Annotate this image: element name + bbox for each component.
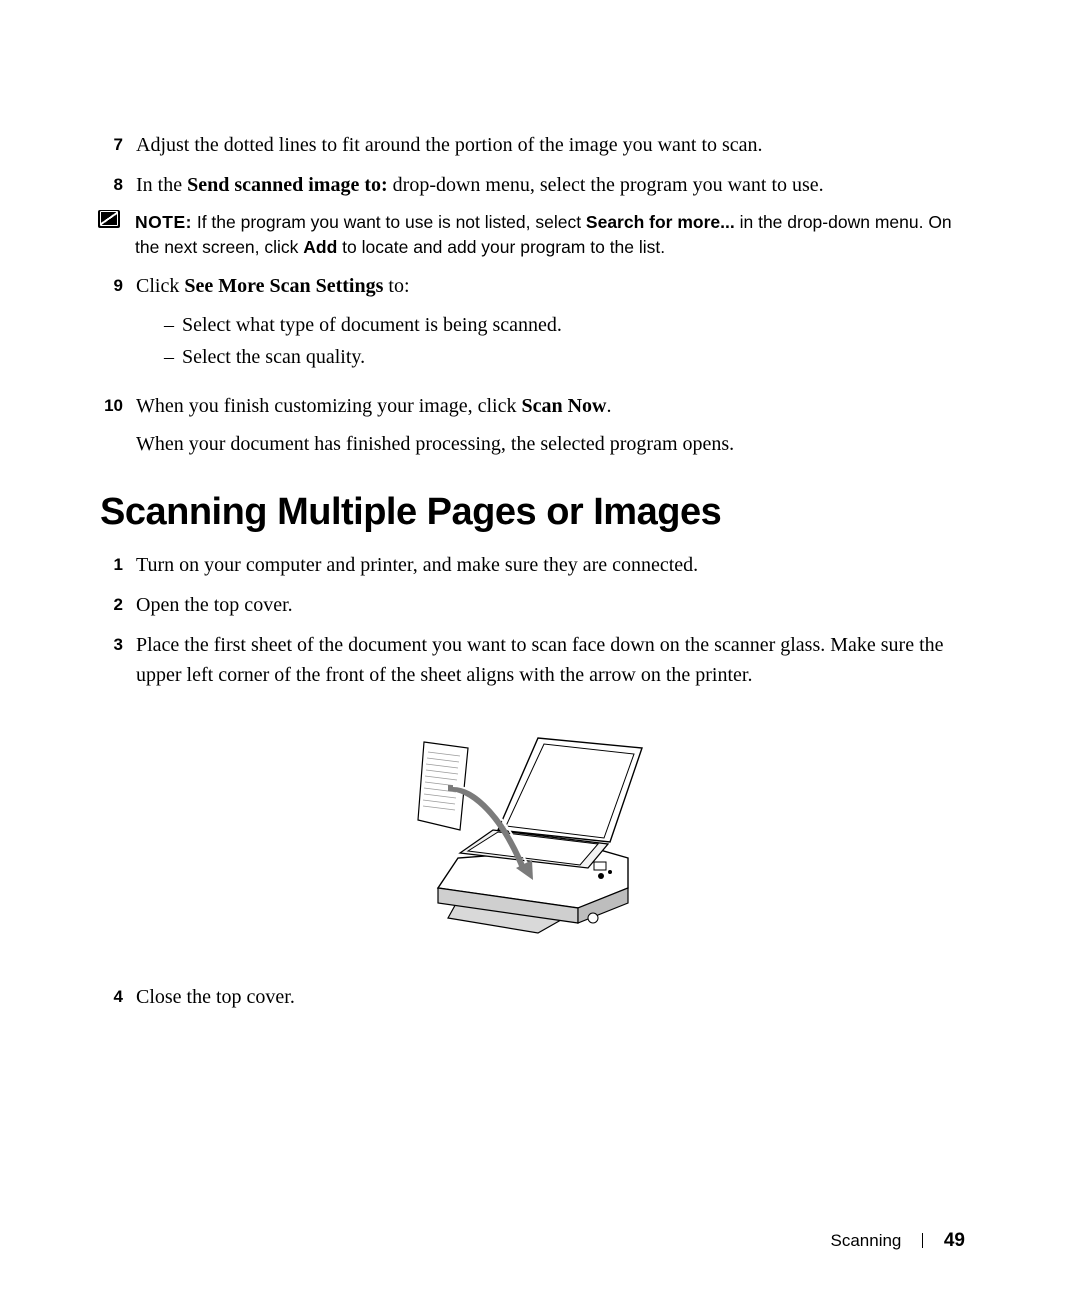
step-number: 4 <box>100 982 136 1010</box>
printer-scanner-figure <box>100 718 965 958</box>
section-heading: Scanning Multiple Pages or Images <box>100 491 965 534</box>
printer-scanner-illustration <box>398 718 668 958</box>
step-text: Close the top cover. <box>136 982 965 1012</box>
sub-item: –Select the scan quality. <box>164 341 965 373</box>
step-8: 8 In the Send scanned image to: drop-dow… <box>100 170 965 200</box>
footer-section: Scanning <box>831 1231 902 1250</box>
note-callout: NOTE: If the program you want to use is … <box>100 210 965 259</box>
step-text: Adjust the dotted lines to fit around th… <box>136 130 965 160</box>
sub-list: –Select what type of document is being s… <box>164 309 965 373</box>
step-number: 3 <box>100 630 136 658</box>
step-7: 7 Adjust the dotted lines to fit around … <box>100 130 965 160</box>
step-number: 9 <box>100 271 136 299</box>
page-footer: Scanning 49 <box>831 1230 966 1252</box>
step-text: Click See More Scan Settings to: –Select… <box>136 271 965 381</box>
step-1: 1 Turn on your computer and printer, and… <box>100 550 965 580</box>
step-4: 4 Close the top cover. <box>100 982 965 1012</box>
step-3: 3 Place the first sheet of the document … <box>100 630 965 690</box>
step-number: 2 <box>100 590 136 618</box>
note-icon <box>98 210 120 228</box>
sub-item: –Select what type of document is being s… <box>164 309 965 341</box>
footer-page-number: 49 <box>944 1230 965 1251</box>
footer-divider <box>922 1233 923 1248</box>
step-9: 9 Click See More Scan Settings to: –Sele… <box>100 271 965 381</box>
step-number: 1 <box>100 550 136 578</box>
step-extra: When your document has finished processi… <box>136 429 965 459</box>
step-2: 2 Open the top cover. <box>100 590 965 620</box>
step-text: When you finish customizing your image, … <box>136 391 965 459</box>
step-number: 8 <box>100 170 136 198</box>
step-text: Turn on your computer and printer, and m… <box>136 550 965 580</box>
step-number: 7 <box>100 130 136 158</box>
note-body: NOTE: If the program you want to use is … <box>135 210 965 259</box>
step-text: Place the first sheet of the document yo… <box>136 630 965 690</box>
step-10: 10 When you finish customizing your imag… <box>100 391 965 459</box>
step-text: In the Send scanned image to: drop-down … <box>136 170 965 200</box>
step-text: Open the top cover. <box>136 590 965 620</box>
step-number: 10 <box>100 391 136 419</box>
note-text: If the program you want to use is not li… <box>135 212 952 257</box>
note-label: NOTE: <box>135 212 192 232</box>
